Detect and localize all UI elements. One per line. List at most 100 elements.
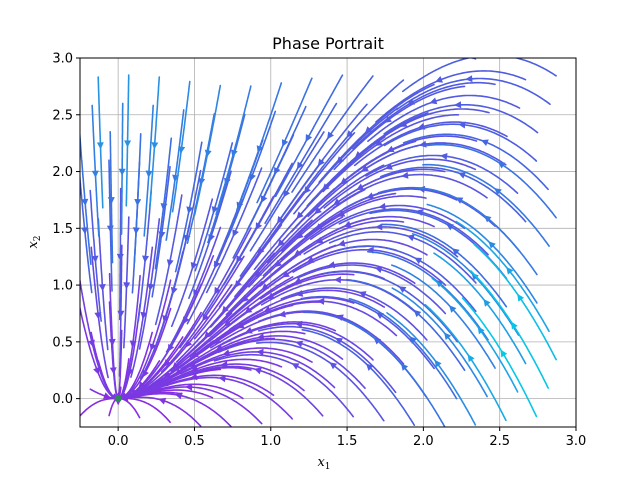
streamline xyxy=(249,131,325,252)
streamline xyxy=(402,58,557,93)
equilibrium-layer xyxy=(114,395,122,403)
chart-title: Phase Portrait xyxy=(272,34,384,53)
streamline-arrow xyxy=(452,248,460,256)
streamline-arrow xyxy=(295,340,304,348)
streamline xyxy=(236,82,283,211)
streamline-arrow xyxy=(293,277,302,284)
streamline-arrow xyxy=(497,161,506,169)
streamline-arrow xyxy=(249,173,256,182)
streamline xyxy=(123,216,130,349)
streamline-arrow xyxy=(124,140,132,148)
streamline-arrow xyxy=(356,183,365,190)
streamline-arrow xyxy=(88,339,95,348)
streamline-arrow xyxy=(147,283,155,291)
streamline-arrow xyxy=(329,362,338,370)
streamline-arrow xyxy=(398,286,407,293)
streamline-arrow xyxy=(123,282,131,290)
streamline-arrow xyxy=(494,188,502,196)
streamline-arrow xyxy=(283,189,291,198)
streamline-arrow xyxy=(149,343,157,351)
streamline-arrow xyxy=(483,299,491,307)
streamline xyxy=(154,194,183,326)
streamline-arrow xyxy=(108,338,116,347)
streamline-arrow xyxy=(256,145,264,153)
streamline xyxy=(383,123,538,162)
y-tick-label: 3.0 xyxy=(52,52,73,67)
streamline-arrow xyxy=(256,333,265,341)
streamline xyxy=(153,347,313,388)
streamline-arrow xyxy=(500,349,508,358)
streamline-arrow xyxy=(190,262,198,270)
streamline xyxy=(455,220,550,333)
streamline xyxy=(154,137,173,270)
streamline-arrow xyxy=(222,349,231,357)
y-tick-label: 2.0 xyxy=(52,165,73,180)
streamline-arrow xyxy=(214,286,221,295)
streamline xyxy=(264,132,356,247)
streamline xyxy=(125,74,130,207)
streamline-arrow xyxy=(160,203,168,211)
streamline-arrow xyxy=(378,202,386,210)
streamline-arrow xyxy=(305,134,313,142)
streamline-arrow xyxy=(277,239,285,247)
streamline-arrow xyxy=(98,284,106,292)
streamline-arrow xyxy=(467,354,475,362)
streamline xyxy=(149,255,215,379)
x-tick-label: 0.5 xyxy=(184,434,205,449)
streamline-arrow xyxy=(81,198,89,206)
streamline-arrow xyxy=(145,170,153,178)
y-tick-label: 0.5 xyxy=(52,335,73,350)
streamline xyxy=(297,264,447,315)
streamline-arrow xyxy=(281,139,289,147)
streamline xyxy=(272,238,428,282)
plot-frame xyxy=(79,57,577,428)
streamline xyxy=(151,165,171,298)
streamline xyxy=(179,227,252,349)
streamline xyxy=(367,250,489,341)
streamline-arrow xyxy=(374,139,383,146)
streamline xyxy=(80,276,120,400)
streamline-arrow xyxy=(511,321,518,330)
streamline-arrow xyxy=(166,259,174,267)
streamline xyxy=(348,298,458,400)
streamline-arrow xyxy=(211,206,219,214)
y-tick-label: 1.0 xyxy=(52,279,73,294)
streamline-arrow xyxy=(483,215,492,223)
streamline-arrow xyxy=(93,366,100,375)
streamline xyxy=(148,76,161,209)
streamline-arrow xyxy=(337,210,346,217)
streamlines xyxy=(80,58,557,427)
streamline xyxy=(205,167,263,294)
streamline-arrow xyxy=(107,197,115,205)
streamline xyxy=(133,133,142,266)
streamline xyxy=(181,351,336,389)
streamline-arrow xyxy=(315,236,324,244)
streamline xyxy=(461,297,538,418)
streamline-arrow xyxy=(407,98,416,105)
streamline xyxy=(256,77,313,204)
streamline xyxy=(258,325,397,394)
streamline-arrow xyxy=(221,305,229,314)
streamline-arrow xyxy=(375,223,383,231)
streamline xyxy=(386,312,477,426)
streamline-arrow xyxy=(204,149,212,158)
streamline-arrow xyxy=(343,220,352,228)
streamline-arrow xyxy=(186,206,194,214)
axis-ticks: 0.0 0.5 1.0 1.5 2.0 2.5 3.0 0.0 0.5 1.0 1.5 2.0 2.5 3… xyxy=(52,52,586,450)
streamline-arrow xyxy=(366,363,374,371)
streamline-arrow xyxy=(178,146,186,154)
streamline-arrow xyxy=(134,199,142,207)
streamline-arrow xyxy=(277,216,284,224)
streamline-arrow xyxy=(234,280,242,288)
y-tick-label: 1.5 xyxy=(52,222,73,237)
streamline xyxy=(225,216,344,316)
streamline-arrow xyxy=(274,167,281,175)
streamline-arrow xyxy=(471,272,479,281)
streamline xyxy=(215,85,252,216)
streamline xyxy=(170,198,214,328)
streamline xyxy=(323,158,477,209)
streamline xyxy=(300,295,435,370)
streamline-arrow xyxy=(446,223,454,231)
streamline-arrow xyxy=(129,340,137,348)
streamline-arrow xyxy=(444,332,452,340)
